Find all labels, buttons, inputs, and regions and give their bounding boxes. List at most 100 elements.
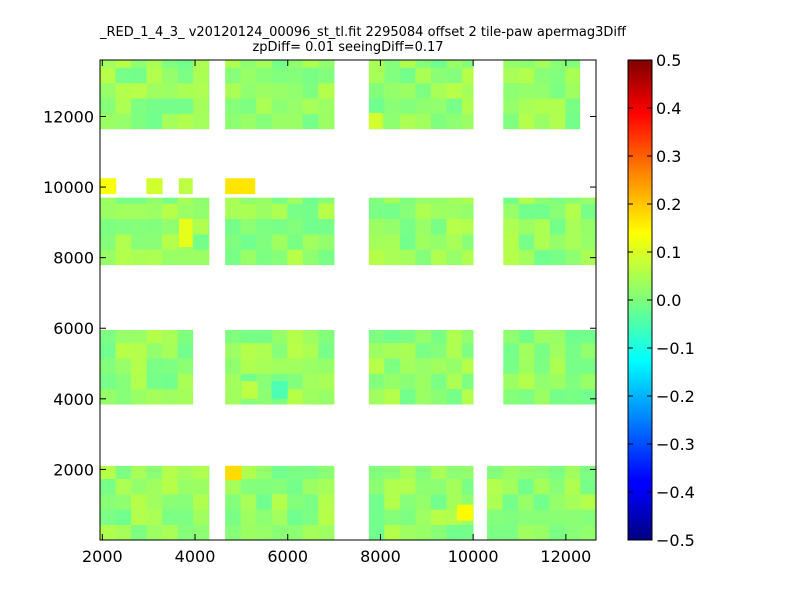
- heatmap-cell: [240, 60, 257, 68]
- heatmap-cell: [462, 82, 474, 99]
- colorbar: 0.5 0.4 0.3 0.2 0.1 0.0 −0.1 −0.2 −0.3 −0.4 −0.5: [627, 51, 695, 550]
- heatmap-cell: [287, 465, 304, 479]
- heatmap-cell: [503, 203, 520, 220]
- plot-frame: [99, 59, 597, 541]
- y-tick-label: 12000: [43, 107, 94, 126]
- heatmap-cell: [502, 478, 519, 495]
- heatmap-cell: [287, 98, 304, 114]
- heatmap-cell: [318, 218, 335, 235]
- heatmap-cell: [240, 113, 257, 130]
- heatmap-cell: [533, 465, 550, 479]
- heatmap-cell: [399, 203, 416, 220]
- heatmap-cell: [549, 465, 566, 479]
- heatmap-cell: [131, 67, 147, 84]
- heatmap-cell: [549, 249, 566, 266]
- heatmap-cell: [256, 234, 273, 250]
- heatmap-cell: [287, 249, 304, 266]
- heatmap-cell: [162, 524, 179, 540]
- heatmap-cell: [534, 388, 551, 405]
- heatmap-cell: [503, 234, 520, 250]
- heatmap-cell: [518, 373, 535, 390]
- heatmap-cell: [533, 509, 550, 526]
- heatmap-cell: [271, 82, 288, 99]
- heatmap-cell: [487, 478, 503, 495]
- heatmap-cell: [399, 98, 416, 114]
- heatmap-cell: [518, 465, 535, 479]
- heatmap-cell: [384, 218, 401, 235]
- y-tick-label: 2000: [53, 460, 94, 479]
- heatmap-cell: [399, 478, 416, 495]
- heatmap-cell: [518, 60, 535, 68]
- heatmap-cell: [565, 388, 582, 405]
- heatmap-cell: [131, 249, 147, 266]
- heatmap-cell: [333, 478, 335, 495]
- heatmap-cell: [271, 330, 288, 344]
- heatmap-cell: [430, 203, 447, 220]
- heatmap-cell: [271, 98, 288, 114]
- heatmap-cell: [162, 197, 179, 204]
- heatmap-cell: [399, 82, 416, 99]
- heatmap-cell: [302, 342, 319, 359]
- heatmap-cell: [225, 197, 242, 204]
- heatmap-cell: [162, 465, 179, 479]
- heatmap-cell: [430, 509, 447, 526]
- heatmap-cell: [256, 82, 273, 99]
- heatmap-cell-highlight: [225, 178, 256, 195]
- heatmap-cell: [240, 203, 257, 220]
- heatmap-cell: [193, 524, 210, 540]
- heatmap-cell: [146, 67, 163, 84]
- heatmap-cell: [580, 509, 596, 526]
- heatmap-cell: [384, 478, 401, 495]
- heatmap-cell: [446, 82, 463, 99]
- heatmap-cell: [462, 465, 474, 479]
- chart-subtitle: zpDiff= 0.01 seeingDiff=0.17: [252, 40, 444, 55]
- heatmap-cell-highlight: [241, 381, 258, 399]
- heatmap-cell: [503, 67, 520, 84]
- heatmap-cell: [415, 197, 432, 204]
- heatmap-cell: [415, 373, 432, 390]
- heatmap-cell: [462, 373, 474, 390]
- heatmap-cell: [333, 113, 335, 130]
- heatmap-cell: [368, 388, 385, 405]
- heatmap-cell: [162, 60, 179, 68]
- heatmap-cell: [146, 203, 163, 220]
- heatmap-cell: [225, 342, 242, 359]
- heatmap-cell: [162, 478, 179, 495]
- heatmap-cell: [146, 82, 163, 99]
- heatmap-cell: [225, 82, 242, 99]
- heatmap-cell: [462, 113, 474, 130]
- heatmap-cell: [580, 373, 596, 390]
- heatmap-cell: [580, 478, 596, 495]
- heatmap-cell: [565, 342, 582, 359]
- heatmap-cell: [208, 98, 210, 114]
- heatmap-cell: [503, 218, 520, 235]
- heatmap-cell: [115, 478, 132, 495]
- heatmap-cell: [333, 388, 335, 405]
- heatmap-cell: [430, 60, 447, 68]
- heatmap-cell: [368, 509, 385, 526]
- heatmap-cell: [518, 67, 535, 84]
- heatmap-cell: [462, 249, 474, 266]
- heatmap-cell: [271, 218, 288, 235]
- heatmap-cell: [368, 203, 385, 220]
- heatmap-cell: [384, 203, 401, 220]
- heatmap-cell: [287, 509, 304, 526]
- heatmap-cell: [208, 509, 210, 526]
- heatmap-cell: [256, 330, 273, 344]
- heatmap-cell: [533, 478, 550, 495]
- heatmap-cell: [302, 218, 319, 235]
- colorbar-tick-label: 0.5: [656, 51, 681, 70]
- heatmap-cell: [580, 342, 596, 359]
- heatmap-cell: [115, 493, 132, 510]
- heatmap-cell: [518, 509, 535, 526]
- heatmap-cell: [225, 98, 242, 114]
- heatmap-cell: [549, 98, 566, 114]
- heatmap-cell: [549, 330, 566, 344]
- heatmap-cell: [287, 218, 304, 235]
- colorbar-tick-label: 0.4: [656, 99, 681, 118]
- heatmap-cell: [333, 197, 335, 204]
- heatmap-cell: [302, 249, 319, 266]
- heatmap-cell: [565, 218, 582, 235]
- heatmap-cell: [462, 493, 474, 510]
- heatmap-cell: [271, 234, 288, 250]
